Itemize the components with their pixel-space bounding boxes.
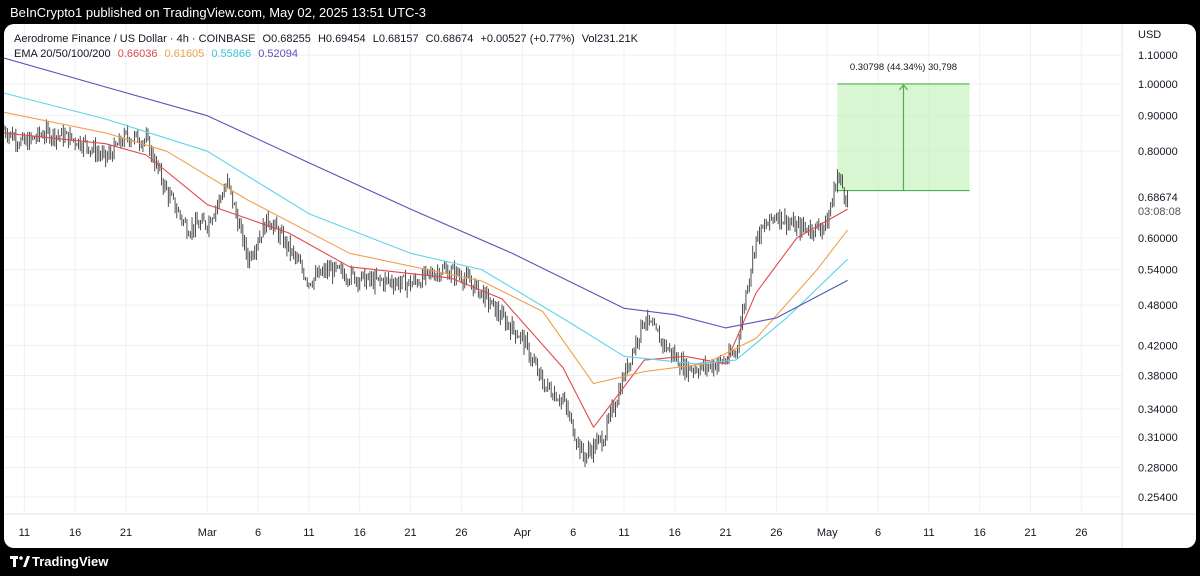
change-value: +0.00527 (+0.77%) [480, 33, 575, 45]
x-tick-label: 21 [719, 527, 731, 539]
y-tick-label: 1.10000 [1138, 50, 1178, 62]
ema-legend-row: EMA 20/50/100/200 0.66036 0.61605 0.5586… [14, 47, 638, 62]
ema200-value: 0.52094 [258, 48, 298, 60]
x-tick-label: 26 [455, 527, 467, 539]
published-text: BeInCrypto1 published on TradingView.com… [10, 5, 426, 20]
y-tick-label: 0.54000 [1138, 265, 1178, 277]
x-tick-label: 6 [570, 527, 576, 539]
ema-line-200 [4, 57, 848, 329]
close-label: C [425, 33, 434, 45]
x-tick-label: 16 [69, 527, 81, 539]
x-tick-label: 21 [1024, 527, 1036, 539]
ema100-value: 0.55866 [211, 48, 252, 60]
x-tick-label: 16 [354, 527, 366, 539]
price-chart[interactable]: 0.30798 (44.34%) 30,798 1.10000 1.00000 0.… [4, 24, 1196, 548]
y-tick-label: 0.80000 [1138, 146, 1178, 158]
x-tick-label: 16 [669, 527, 681, 539]
ema-label: EMA 20/50/100/200 [14, 48, 111, 60]
x-tick-label: 21 [404, 527, 416, 539]
y-tick-label: 0.42000 [1138, 340, 1178, 352]
ema-line-50 [4, 111, 849, 385]
x-tick-label: Apr [514, 527, 531, 539]
x-tick-label: Mar [198, 527, 217, 539]
ema-lines [4, 57, 849, 428]
x-tick-label: 16 [974, 527, 986, 539]
x-tick-label: 11 [303, 527, 314, 539]
low-label: L [372, 33, 379, 45]
y-tick-label: 0.90000 [1138, 111, 1178, 123]
y-tick-label: 0.25400 [1138, 492, 1178, 504]
high-value: 0.69454 [325, 33, 366, 45]
measure-arrow-head [899, 83, 908, 91]
chart-grid [4, 24, 1196, 548]
y-tick-label: 0.38000 [1138, 371, 1178, 383]
x-tick-label: May [817, 527, 838, 539]
published-header: BeInCrypto1 published on TradingView.com… [0, 0, 1200, 24]
x-tick-label: 6 [875, 527, 881, 539]
tradingview-logo-icon [10, 556, 30, 567]
x-tick-label: 11 [618, 527, 629, 539]
x-tick-label: 11 [923, 527, 934, 539]
ema20-value: 0.66036 [117, 48, 158, 60]
y-tick-label: 0.60000 [1138, 233, 1178, 245]
y-tick-label: 0.48000 [1138, 300, 1178, 312]
open-label: O [262, 33, 272, 45]
symbol-legend-row: Aerodrome Finance / US Dollar · 4h · COI… [14, 32, 638, 47]
x-tick-label: 26 [1075, 527, 1087, 539]
current-price-label: 0.68674 [1138, 192, 1178, 204]
y-tick-label: 0.31000 [1138, 432, 1178, 444]
symbol-name: Aerodrome Finance / US Dollar · 4h · COI… [14, 33, 256, 45]
low-value: 0.68157 [378, 33, 419, 45]
x-tick-label: 26 [770, 527, 782, 539]
y-tick-label: 1.00000 [1138, 79, 1178, 91]
chart-card[interactable]: 0.30798 (44.34%) 30,798 1.10000 1.00000 0.… [4, 24, 1196, 548]
x-tick-label: 21 [120, 527, 132, 539]
close-value: 0.68674 [433, 33, 474, 45]
open-value: 0.68255 [271, 33, 311, 45]
x-tick-label: 11 [19, 527, 30, 539]
tradingview-footer: TradingView [0, 548, 1200, 576]
volume-label: Vol [581, 33, 597, 45]
volume-value: 231.21K [597, 33, 638, 45]
x-tick-label: 6 [255, 527, 261, 539]
ema-line-100 [4, 92, 848, 365]
y-tick-label: 0.34000 [1138, 404, 1178, 416]
bar-countdown-label: 03:08:08 [1138, 206, 1181, 218]
measure-label: 0.30798 (44.34%) 30,798 [850, 62, 957, 73]
high-label: H [317, 33, 326, 45]
time-axis: 11 16 21 Mar 6 11 16 21 26 Apr 6 11 16 21 26 May 6 11 16 21… [19, 527, 1088, 539]
ema50-value: 0.61605 [164, 48, 205, 60]
price-range-measure: 0.30798 (44.34%) 30,798 [837, 62, 970, 192]
chart-legend: Aerodrome Finance / US Dollar · 4h · COI… [14, 32, 638, 62]
tradingview-brand: TradingView [32, 554, 109, 569]
ema-line-20 [4, 132, 848, 428]
y-tick-label: 0.28000 [1138, 463, 1178, 475]
price-candles [4, 119, 849, 468]
currency-label: USD [1138, 29, 1161, 41]
price-axis: 1.10000 1.00000 0.90000 0.80000 0.60000 0.540… [1138, 29, 1181, 504]
